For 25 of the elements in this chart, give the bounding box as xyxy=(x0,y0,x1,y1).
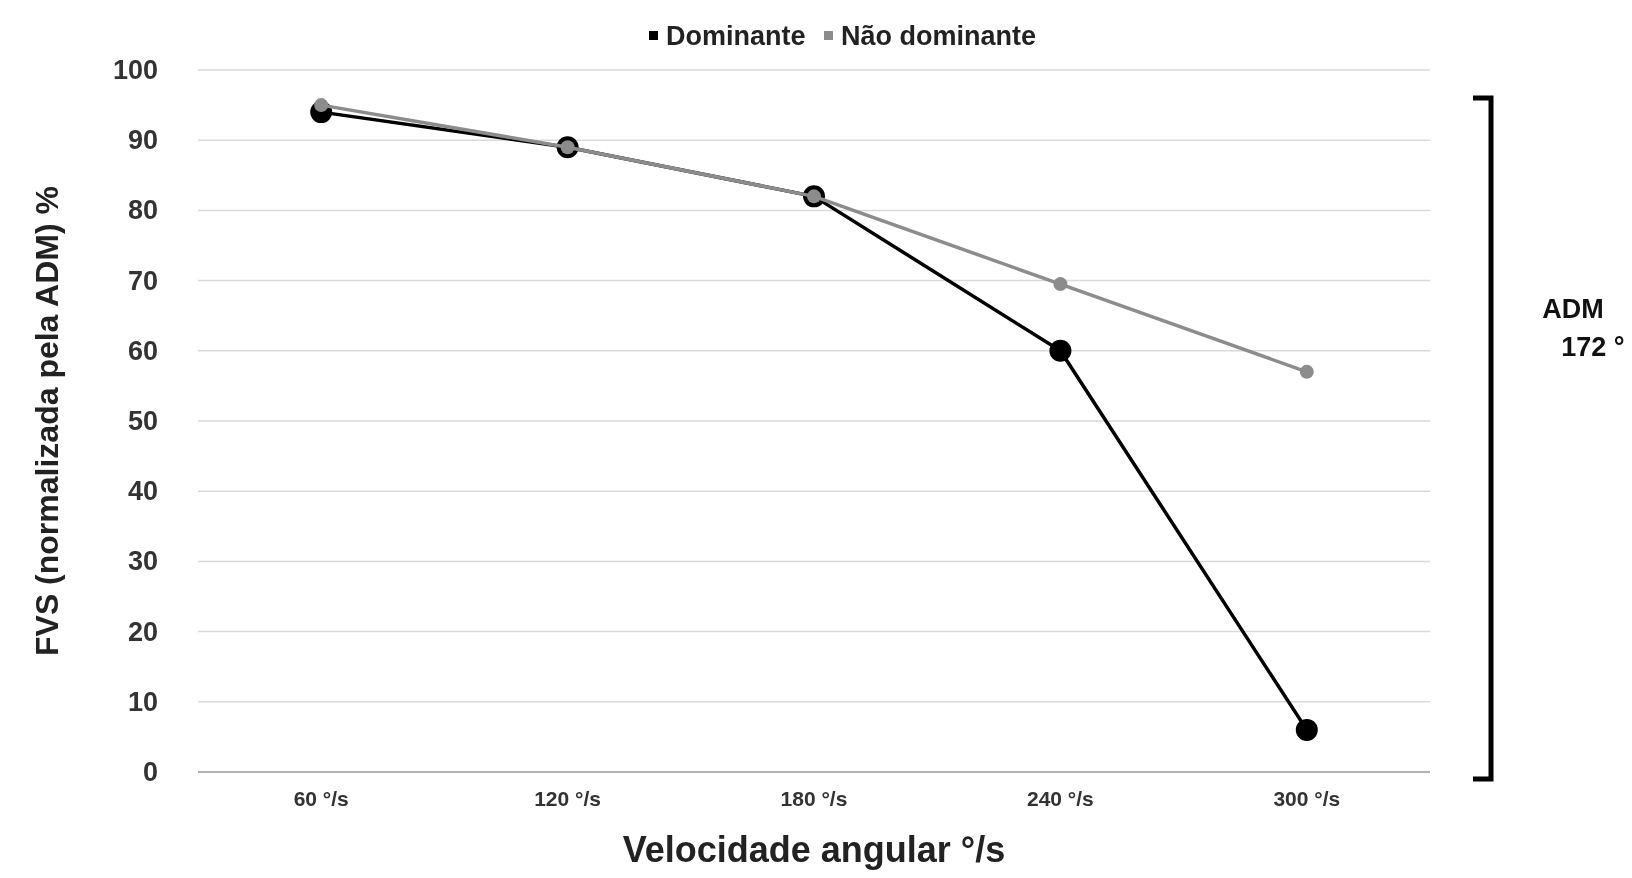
text: ADM 172 ° xyxy=(1542,294,1625,362)
y-tick-label: 50 xyxy=(127,406,158,436)
y-axis-title: FVS (normalizada pela ADM) % xyxy=(29,186,65,656)
y-tick-label: 90 xyxy=(127,125,158,156)
y-tick-label: 80 xyxy=(127,195,158,226)
point xyxy=(1295,718,1318,741)
y-tick-label: 30 xyxy=(127,546,158,577)
y-tick-label: 60 xyxy=(127,335,158,366)
y-tick-label: 20 xyxy=(127,616,158,647)
x-tick-label: 240 °/s xyxy=(1027,787,1094,810)
x-tick-label: 300 °/s xyxy=(1273,787,1341,810)
x-tick-label: 180 °/s xyxy=(780,787,848,810)
point xyxy=(1299,364,1314,379)
point xyxy=(1049,339,1072,362)
point xyxy=(1053,277,1068,292)
legend-label: Não dominante xyxy=(841,21,1037,51)
x-axis-title: Velocidade angular °/s xyxy=(622,829,1006,870)
x-tick-label: 120 °/s xyxy=(534,787,601,810)
x-tick-label: 60 °/s xyxy=(293,787,349,810)
y-tick-label: 100 xyxy=(112,55,158,85)
y-tick-label: 70 xyxy=(127,265,158,296)
y-tick-label: 40 xyxy=(127,476,158,507)
y-tick-label: 10 xyxy=(127,686,158,717)
y-tick-label: 0 xyxy=(142,757,158,787)
legend-label: Dominante xyxy=(666,21,806,51)
